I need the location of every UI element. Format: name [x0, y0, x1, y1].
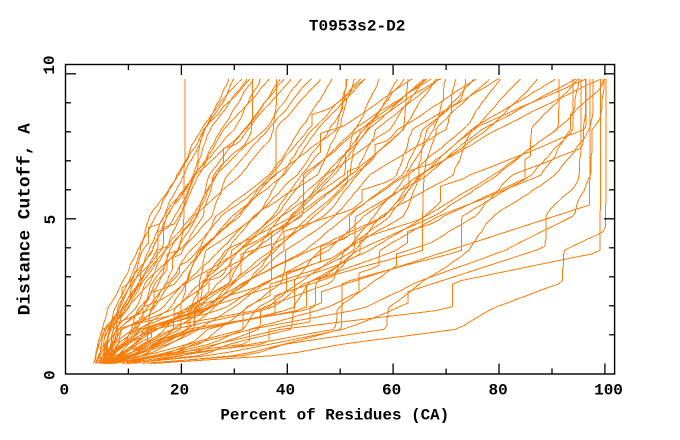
svg-text:60: 60	[382, 382, 401, 400]
svg-text:80: 80	[488, 382, 507, 400]
svg-text:0: 0	[59, 382, 69, 400]
svg-text:40: 40	[276, 382, 295, 400]
svg-text:20: 20	[170, 382, 189, 400]
svg-text:10: 10	[41, 55, 59, 74]
svg-text:0: 0	[42, 370, 60, 380]
svg-text:Distance Cutoff, A: Distance Cutoff, A	[16, 123, 36, 315]
svg-text:T0953s2-D2: T0953s2-D2	[309, 17, 406, 35]
svg-text:Percent of Residues (CA): Percent of Residues (CA)	[220, 407, 449, 425]
svg-text:100: 100	[594, 382, 623, 400]
svg-text:5: 5	[42, 215, 60, 225]
